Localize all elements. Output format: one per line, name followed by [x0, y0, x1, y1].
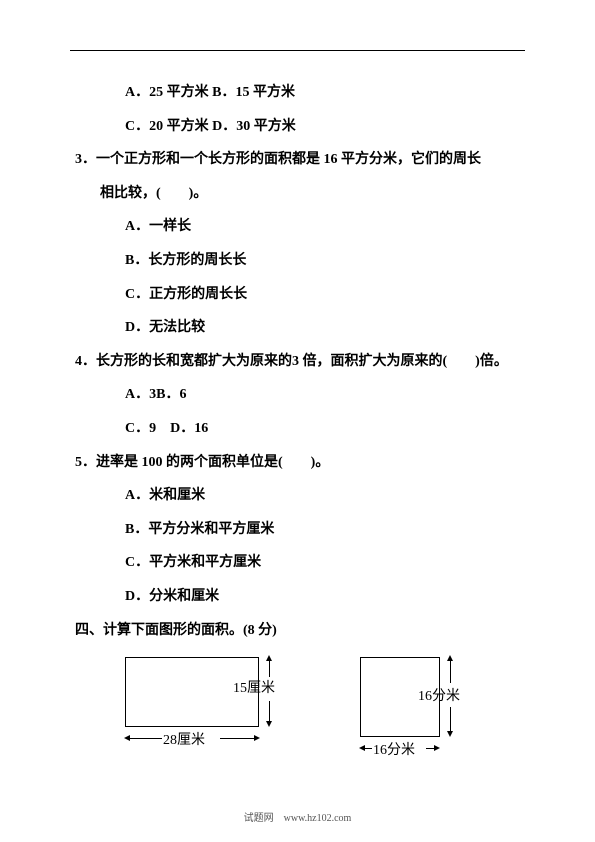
q3-opt-b: B．长方形的周长长	[75, 244, 520, 278]
q4-opt-a: A．3	[125, 387, 156, 402]
q3-opt-d: D．无法比较	[75, 311, 520, 345]
figure-rectangle: 15厘米 28厘米	[125, 657, 305, 757]
footer-text: 试题网 www.hz102.com	[0, 809, 595, 824]
q2-options-line2: C．20 平方米 D．30 平方米	[75, 110, 520, 144]
q2-opt-a: A．25 平方米	[125, 85, 209, 100]
q3-text2: 相比较，( )。	[75, 177, 520, 211]
figures-row: 15厘米 28厘米 16分米	[125, 657, 520, 767]
q3-text: 3．一个正方形和一个长方形的面积都是 16 平方分米，它们的周长	[75, 143, 520, 177]
arrow-right-icon	[434, 745, 440, 751]
fig2-width-label: 16分米	[373, 739, 415, 759]
arrow-down-icon	[266, 721, 272, 727]
q4-opt-d: D．16	[170, 421, 208, 436]
q2-opt-b: B．15 平方米	[212, 85, 295, 100]
q5-opt-a: A．米和厘米	[75, 479, 520, 513]
fig1-height-label: 15厘米	[233, 677, 293, 697]
q3-opt-c: C．正方形的周长长	[75, 278, 520, 312]
fig1-dim-vertical: 15厘米	[263, 657, 303, 727]
dim-line	[450, 659, 451, 683]
page-content: A．25 平方米 B．15 平方米 C．20 平方米 D．30 平方米 3．一个…	[0, 0, 595, 797]
q3-opt-a: A．一样长	[75, 210, 520, 244]
q5-text: 5．进率是 100 的两个面积单位是( )。	[75, 446, 520, 480]
q2-opt-c: C．20 平方米	[125, 119, 209, 134]
q5-opt-d: D．分米和厘米	[75, 580, 520, 614]
q5-opt-b: B．平方分米和平方厘米	[75, 513, 520, 547]
arrow-right-icon	[254, 735, 260, 741]
q4-text: 4．长方形的长和宽都扩大为原来的3 倍，面积扩大为原来的( )倍。	[75, 345, 520, 379]
q4-opt-c: C．9	[125, 421, 170, 436]
figure-square: 16分米 16分米	[360, 657, 500, 767]
fig2-dim-horizontal: 16分米	[360, 741, 440, 761]
fig2-dim-vertical: 16分米	[444, 657, 494, 737]
dim-line	[362, 748, 372, 749]
q4-options-line1: A．3B．6	[75, 378, 520, 412]
header-rule	[70, 50, 525, 51]
dim-line	[127, 738, 162, 739]
q5-opt-c: C．平方米和平方厘米	[75, 546, 520, 580]
q4-opt-b: B．6	[156, 387, 186, 402]
fig2-height-label: 16分米	[418, 685, 478, 705]
dim-line	[220, 738, 255, 739]
q4-options-line2: C．9 D．16	[75, 412, 520, 446]
dim-line	[450, 707, 451, 733]
q2-options-line1: A．25 平方米 B．15 平方米	[75, 76, 520, 110]
q2-opt-d: D．30 平方米	[212, 119, 296, 134]
fig1-width-label: 28厘米	[163, 729, 205, 749]
section4-title: 四、计算下面图形的面积。(8 分)	[75, 614, 520, 648]
arrow-down-icon	[447, 731, 453, 737]
fig1-dim-horizontal: 28厘米	[125, 731, 259, 751]
dim-line	[269, 659, 270, 677]
dim-line	[269, 701, 270, 723]
